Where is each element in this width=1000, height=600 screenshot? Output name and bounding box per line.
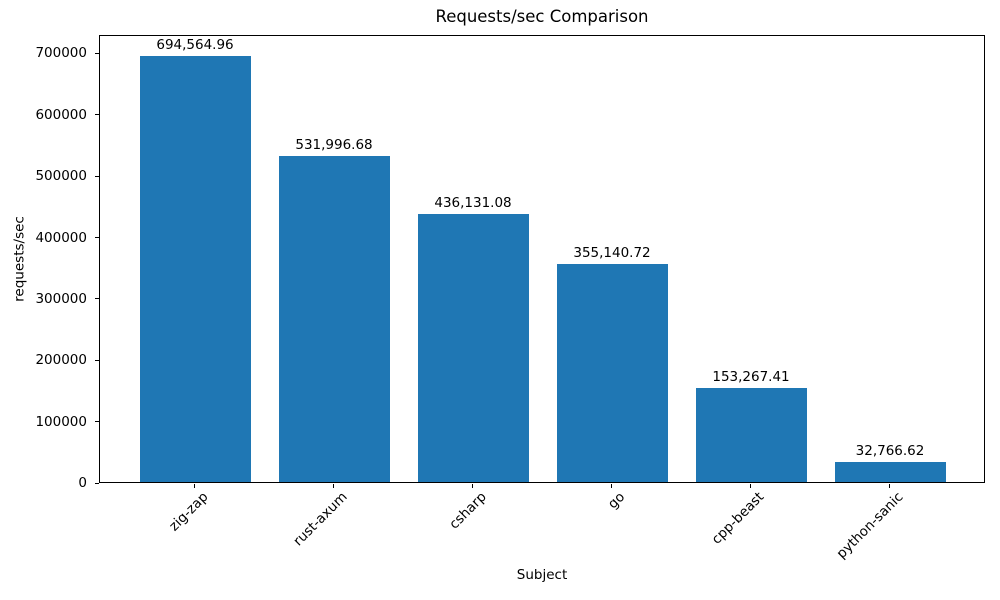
plot-area: 694,564.96 531,996.68 436,131.08 355,140.72… [99, 35, 985, 483]
y-tick-mark [95, 52, 99, 54]
x-tick-mark [888, 484, 890, 488]
y-tick-mark [95, 421, 99, 423]
y-tick-label: 200000 [35, 352, 87, 369]
x-tick-label: rust-axum [290, 489, 351, 550]
bar [278, 155, 390, 482]
x-tick-label: csharp [445, 489, 490, 533]
y-tick-mark [95, 237, 99, 239]
x-tick-mark [193, 484, 195, 488]
x-tick-label: cpp-beast [708, 489, 768, 548]
x-axis-label: Subject [516, 567, 568, 583]
y-tick-label: 300000 [35, 290, 87, 307]
x-tick-mark [332, 484, 334, 488]
bar [417, 214, 529, 482]
x-tick-label: go [605, 489, 629, 513]
y-tick-mark [95, 298, 99, 300]
bar-value-label: 153,267.41 [712, 368, 790, 385]
y-tick-label: 100000 [35, 413, 87, 430]
y-tick-label: 0 [78, 475, 87, 491]
y-tick-mark [95, 175, 99, 177]
bar-value-label: 436,131.08 [434, 195, 512, 212]
bar [139, 55, 251, 482]
x-tick-mark [749, 484, 751, 488]
y-tick-mark [95, 482, 99, 484]
x-tick-mark [471, 484, 473, 488]
y-tick-label: 600000 [35, 106, 87, 123]
bar [556, 264, 668, 482]
bar-value-label: 694,564.96 [156, 36, 234, 53]
x-tick-label: python-sanic [833, 489, 907, 562]
bar-value-label: 531,996.68 [295, 136, 373, 153]
x-tick-mark [610, 484, 612, 488]
y-tick-label: 500000 [35, 168, 87, 185]
y-tick-mark [95, 114, 99, 116]
bar-value-label: 32,766.62 [855, 442, 925, 459]
bar [834, 461, 946, 482]
y-tick-label: 400000 [35, 229, 87, 246]
y-tick-mark [95, 359, 99, 361]
y-tick-label: 700000 [35, 45, 87, 62]
x-tick-label: zig-zap [165, 489, 212, 535]
bar [695, 387, 807, 482]
chart-title: Requests/sec Comparison [435, 7, 649, 26]
bar-value-label: 355,140.72 [573, 245, 651, 262]
